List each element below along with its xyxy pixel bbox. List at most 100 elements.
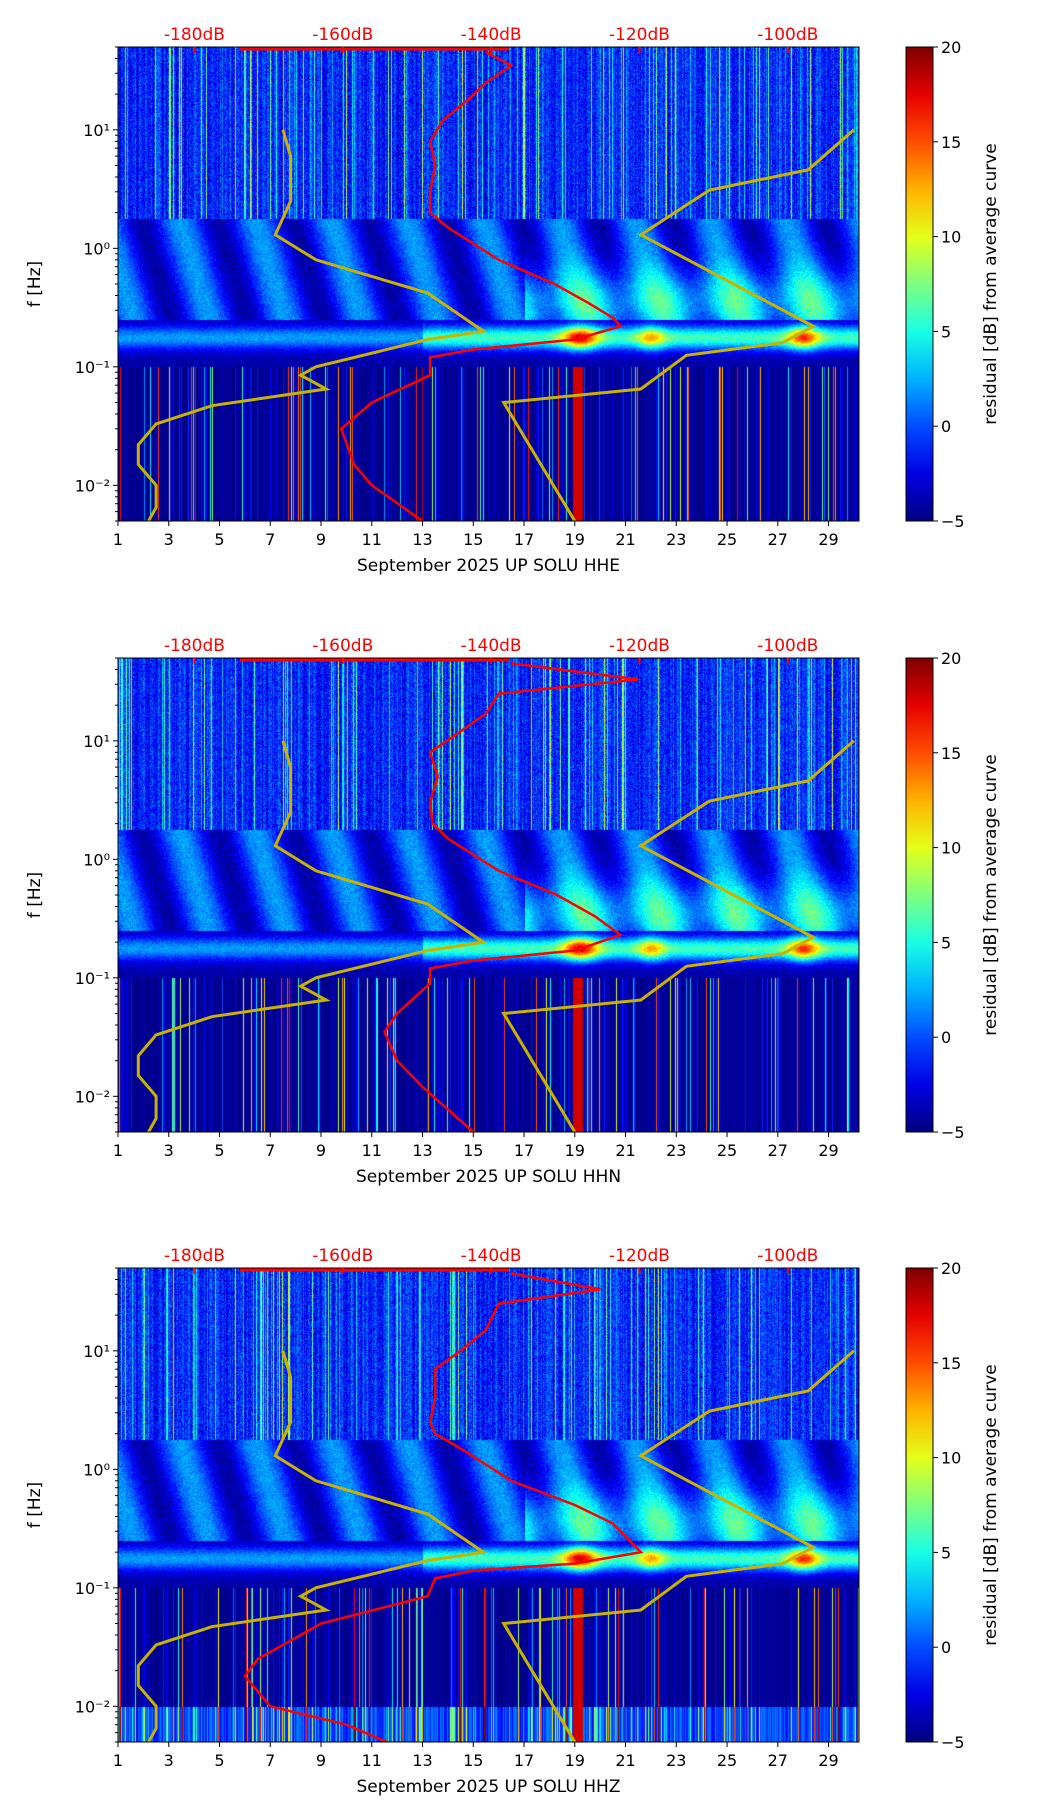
colorbar-tick-label: 20 xyxy=(941,38,961,57)
chart-overlay: 1 3 5 7 9 11 13 15 17 19 21 23 25 27 2910⁻²10⁻¹10⁰10¹-… xyxy=(25,25,1001,576)
x-tick-label: 21 xyxy=(615,1751,635,1770)
x-tick-label: 17 xyxy=(514,1141,534,1160)
x-tick-label: 9 xyxy=(316,1751,326,1770)
top-db-label: -140dB xyxy=(461,25,522,45)
y-tick-label: 10⁻² xyxy=(75,1697,110,1716)
plot-frame xyxy=(117,46,860,522)
x-axis-label: September 2025 UP SOLU HHE xyxy=(357,556,620,576)
y-axis-label: f [Hz] xyxy=(25,872,45,918)
x-tick-label: 19 xyxy=(565,1751,585,1770)
colorbar-tick-label: −5 xyxy=(941,1123,965,1142)
red-average-curve xyxy=(383,662,639,1132)
curves-group xyxy=(136,1268,855,1742)
x-tick-label: 13 xyxy=(412,1141,432,1160)
top-db-label: -120dB xyxy=(609,1246,670,1266)
x-axis-label: September 2025 UP SOLU HHN xyxy=(356,1167,621,1187)
x-tick-label: 11 xyxy=(362,1751,382,1770)
x-tick-label: 25 xyxy=(717,1141,737,1160)
yellow-curve-high-noise-model xyxy=(501,1349,855,1742)
spectrogram-panel-2: 1 3 5 7 9 11 13 15 17 19 21 23 25 27 29 10⁻² 10⁻¹ 10⁰ 10¹ -… xyxy=(0,611,1052,1211)
x-tick-label: 21 xyxy=(615,530,635,549)
top-db-label: -160dB xyxy=(312,25,373,45)
spectrogram-panel-1: 1 3 5 7 9 11 13 15 17 19 21 23 25 27 29 10⁻² 10⁻¹ 10⁰ 10¹ -… xyxy=(0,0,1052,600)
top-db-label: -180dB xyxy=(164,25,225,45)
y-tick-label: 10⁻¹ xyxy=(75,1579,110,1598)
top-db-label: -100dB xyxy=(757,25,818,45)
top-db-label: -140dB xyxy=(461,636,522,656)
top-db-label: -160dB xyxy=(312,636,373,656)
top-db-label: -100dB xyxy=(757,636,818,656)
y-axis-label: f [Hz] xyxy=(25,261,45,307)
top-db-label: -180dB xyxy=(164,636,225,656)
x-tick-label: 11 xyxy=(362,530,382,549)
x-tick-label: 1 xyxy=(113,530,123,549)
curves-group xyxy=(136,658,855,1132)
red-average-curve xyxy=(243,1272,644,1742)
x-tick-label: 19 xyxy=(565,530,585,549)
x-tick-label: 5 xyxy=(214,1141,224,1160)
x-tick-label: 1 xyxy=(113,1751,123,1770)
x-tick-label: 5 xyxy=(214,530,224,549)
y-tick-label: 10¹ xyxy=(83,732,110,751)
colorbar-tick-label: 20 xyxy=(941,649,961,668)
x-tick-label: 17 xyxy=(514,1751,534,1770)
x-tick-label: 3 xyxy=(164,1751,174,1770)
x-tick-label: 15 xyxy=(463,530,483,549)
y-tick-label: 10⁻¹ xyxy=(75,358,110,377)
x-tick-label: 19 xyxy=(565,1141,585,1160)
colorbar-tick-label: −5 xyxy=(941,512,965,531)
x-axis-label: September 2025 UP SOLU HHZ xyxy=(357,1777,621,1797)
x-tick-label: 23 xyxy=(666,1141,686,1160)
x-tick-label: 21 xyxy=(615,1141,635,1160)
x-tick-label: 15 xyxy=(463,1751,483,1770)
x-tick-label: 9 xyxy=(316,530,326,549)
plot-frame xyxy=(117,657,860,1133)
yellow-curve-low-noise-model xyxy=(136,129,488,521)
x-tick-label: 13 xyxy=(412,1751,432,1770)
colorbar-tick-label: 5 xyxy=(941,322,951,341)
colorbar xyxy=(905,1267,934,1743)
x-tick-label: 7 xyxy=(265,1751,275,1770)
y-tick-label: 10¹ xyxy=(83,1342,110,1361)
colorbar-tick-label: −5 xyxy=(941,1733,965,1752)
colorbar-label: residual [dB] from average curve xyxy=(981,143,1001,424)
x-tick-label: 3 xyxy=(164,1141,174,1160)
x-tick-label: 3 xyxy=(164,530,174,549)
x-tick-label: 7 xyxy=(265,530,275,549)
x-tick-label: 1 xyxy=(113,1141,123,1160)
colorbar-tick-label: 10 xyxy=(941,228,961,247)
colorbar-tick-label: 10 xyxy=(941,839,961,858)
x-tick-label: 17 xyxy=(514,530,534,549)
x-tick-label: 9 xyxy=(316,1141,326,1160)
colorbar-tick-label: 15 xyxy=(941,744,961,763)
chart-overlay: 1 3 5 7 9 11 13 15 17 19 21 23 25 27 2910⁻²10⁻¹10⁰10¹-… xyxy=(25,636,1001,1187)
top-db-label: -140dB xyxy=(461,1246,522,1266)
colorbar-tick-label: 0 xyxy=(941,1638,951,1657)
top-db-label: -180dB xyxy=(164,1246,225,1266)
x-tick-label: 27 xyxy=(768,530,788,549)
x-tick-label: 11 xyxy=(362,1141,382,1160)
x-tick-label: 29 xyxy=(818,530,838,549)
top-db-label: -120dB xyxy=(609,636,670,656)
x-tick-label: 29 xyxy=(818,1141,838,1160)
y-tick-label: 10⁻² xyxy=(75,1087,110,1106)
y-tick-label: 10⁻² xyxy=(75,476,110,495)
top-db-label: -100dB xyxy=(757,1246,818,1266)
top-db-label: -160dB xyxy=(312,1246,373,1266)
spectrogram-panel-3: 1 3 5 7 9 11 13 15 17 19 21 23 25 27 29 10⁻² 10⁻¹ 10⁰ 10¹ -… xyxy=(0,1221,1052,1806)
red-average-curve xyxy=(339,51,623,521)
colorbar xyxy=(905,657,934,1133)
x-tick-label: 27 xyxy=(768,1751,788,1770)
plot-frame xyxy=(117,1267,860,1743)
x-tick-label: 27 xyxy=(768,1141,788,1160)
colorbar-label: residual [dB] from average curve xyxy=(981,1364,1001,1645)
yellow-curve-high-noise-model xyxy=(501,128,855,521)
y-tick-label: 10⁻¹ xyxy=(75,969,110,988)
colorbar-tick-label: 0 xyxy=(941,1028,951,1047)
y-axis-label: f [Hz] xyxy=(25,1482,45,1528)
colorbar-tick-label: 15 xyxy=(941,1354,961,1373)
top-db-label: -120dB xyxy=(609,25,670,45)
curves-group xyxy=(136,47,855,521)
chart-overlay: 1 3 5 7 9 11 13 15 17 19 21 23 25 27 2910⁻²10⁻¹10⁰10¹-… xyxy=(25,1246,1001,1797)
